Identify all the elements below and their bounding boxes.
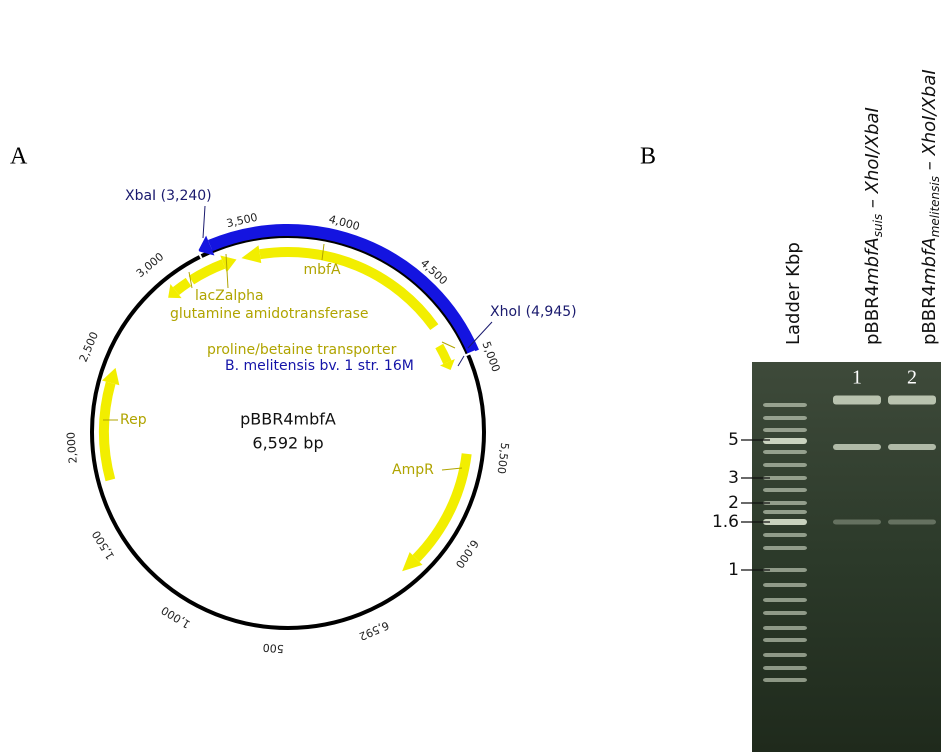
position-label: 500 [262,641,284,655]
gel-band [763,626,807,630]
size-label: 2 [728,493,739,513]
gel-band [763,583,807,587]
gel-band [763,463,807,467]
feature-label: glutamine amidotransferase [170,306,369,322]
position-label: 1,000 [159,603,193,630]
position-label: 3,000 [134,250,167,280]
size-label: 1 [728,560,739,580]
feature-arrow-head [102,368,119,385]
lane-header: pBBR4mbfAmelitensis – XhoI/XbaI [919,69,941,345]
figure: A B 5001,0001,5002,0002,5003,0003,5004,0… [0,0,941,752]
feature-label: AmpR [392,462,434,478]
backbone [92,236,484,628]
size-label: 1.6 [712,512,739,532]
size-label: 5 [728,430,739,450]
gel-band [763,653,807,657]
gel-band [763,666,807,670]
gel-band [888,444,936,450]
feature-arrow [191,264,223,280]
gel-band [763,533,807,537]
gel-band [888,396,936,405]
gel-headers: Ladder Kbp pBBR4mbfAsuis – XhoI/XbaI pBB… [783,69,941,345]
feature-label: mbfA [303,262,340,278]
text: melitensis [928,176,941,237]
text: – XhoI/XbaI [862,107,883,214]
lane-number: 2 [907,367,917,389]
position-label: 1,500 [90,528,118,562]
leader-line [203,206,205,238]
gel-band [888,520,936,525]
gel-image [752,362,941,752]
position-label: 2,000 [64,432,79,464]
gel-band [833,396,881,405]
size-label: 3 [728,468,739,488]
gel-band [763,611,807,615]
gel-band [763,598,807,602]
site-label: XbaI (3,240) [125,188,212,204]
gel-band [763,450,807,454]
lane-header: pBBR4mbfAsuis – XhoI/XbaI [862,107,885,345]
gel-band [763,403,807,407]
text: – XhoI/XbaI [919,69,940,176]
text: mbfA [862,237,883,285]
feature-arrow [176,282,188,291]
gel-band [833,444,881,450]
gel-band [763,638,807,642]
gel-band [763,428,807,432]
leader-line [458,356,464,366]
plasmid-name: pBBR4mbfA [240,410,336,429]
lane-number: 1 [852,367,862,389]
feature-arrow [439,346,447,362]
text: mbfA [919,237,940,285]
gel-band [763,510,807,514]
gel-band [763,438,807,444]
plasmid-size: 6,592 bp [252,434,323,453]
gel-band [763,678,807,682]
gel-band [763,416,807,420]
ladder-header: Ladder Kbp [783,242,804,345]
gel-band [763,546,807,550]
insert-label: B. melitensis bv. 1 str. 16M [225,358,414,374]
feature-label: proline/betaine transporter [207,342,397,358]
text: pBBR4 [919,285,940,345]
gel-band [763,488,807,492]
feature-arrow [104,383,111,480]
position-label: 6,000 [453,537,481,570]
panel-label: A [10,144,28,170]
text: pBBR4 [862,285,883,345]
position-label: 6,592 [357,618,391,642]
feature-label: lacZalpha [195,288,264,304]
position-label: 5,500 [495,442,512,475]
panel-label: B [640,144,656,170]
position-label: 2,500 [77,330,101,364]
feature-label: Rep [120,412,147,428]
position-label: 5,000 [479,340,502,374]
gel-band [833,520,881,525]
feature-arrow-head [241,245,261,263]
site-label: XhoI (4,945) [490,304,577,320]
text: suis [871,214,885,237]
